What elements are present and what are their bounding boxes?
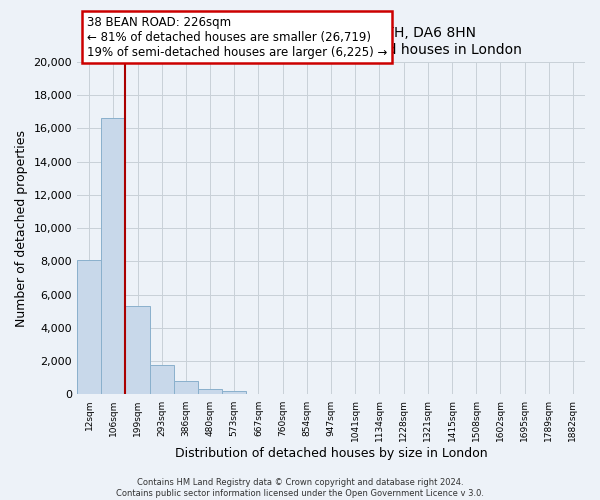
Text: Contains HM Land Registry data © Crown copyright and database right 2024.
Contai: Contains HM Land Registry data © Crown c… [116, 478, 484, 498]
Y-axis label: Number of detached properties: Number of detached properties [15, 130, 28, 326]
Bar [125, 306, 149, 394]
Bar [198, 390, 222, 394]
X-axis label: Distribution of detached houses by size in London: Distribution of detached houses by size … [175, 447, 487, 460]
Title: 38, BEAN ROAD, BEXLEYHEATH, DA6 8HN
Size of property relative to detached houses: 38, BEAN ROAD, BEXLEYHEATH, DA6 8HN Size… [140, 26, 521, 56]
Bar [77, 260, 101, 394]
Bar [149, 364, 174, 394]
Bar [174, 381, 198, 394]
Bar [101, 118, 125, 394]
Text: 38 BEAN ROAD: 226sqm
← 81% of detached houses are smaller (26,719)
19% of semi-d: 38 BEAN ROAD: 226sqm ← 81% of detached h… [87, 16, 388, 58]
Bar [222, 391, 247, 394]
